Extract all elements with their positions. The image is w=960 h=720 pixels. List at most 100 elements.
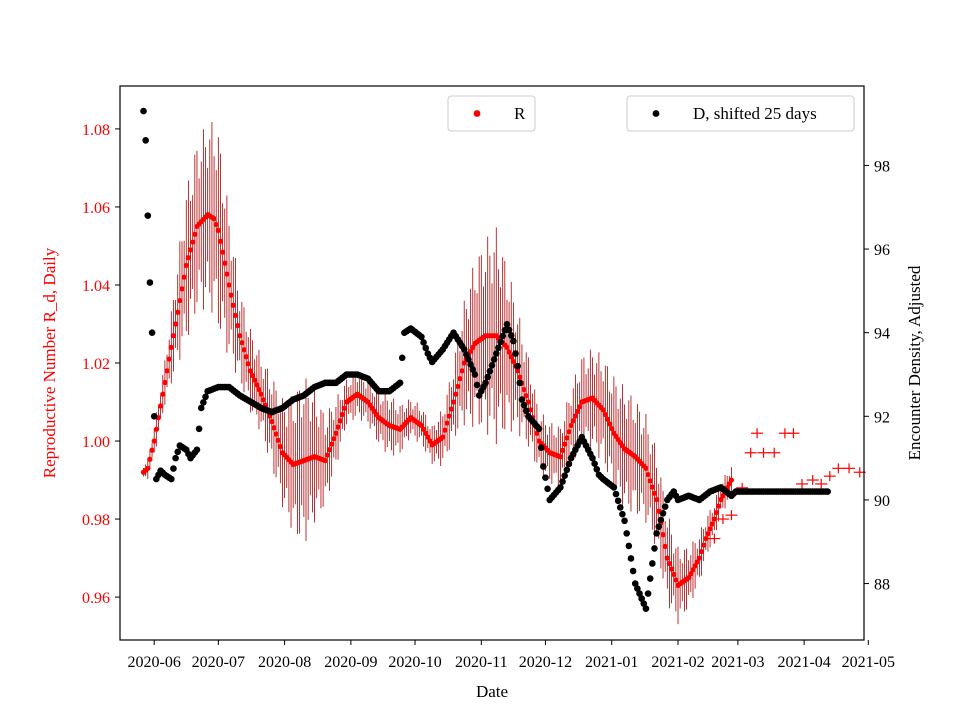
r-point [425, 434, 431, 440]
r-point [703, 535, 709, 542]
d-point [661, 503, 669, 510]
legend-d-box [626, 95, 855, 132]
d-point [200, 399, 207, 406]
r-point [600, 407, 606, 413]
y2-tick-label: 94 [874, 326, 890, 343]
x-tick-label: 2021-04 [777, 654, 830, 671]
y2-tick-label: 96 [874, 242, 890, 259]
d-point [634, 585, 641, 592]
d-point [193, 446, 201, 454]
r-point [331, 436, 337, 442]
d-series [140, 107, 831, 612]
r-point [277, 443, 283, 450]
r-point [418, 422, 425, 429]
r-point [273, 431, 279, 437]
r-point [686, 574, 692, 581]
d-point [520, 401, 528, 409]
r-point [504, 344, 510, 350]
r-point [322, 457, 328, 464]
x-tick-label: 2020-08 [258, 654, 311, 671]
r-point [183, 262, 189, 269]
d-point [144, 212, 152, 219]
r-point [523, 393, 529, 399]
r-point [237, 333, 243, 339]
x-tick-label: 2020-06 [128, 654, 181, 671]
d-point [503, 321, 511, 328]
r-point [515, 368, 521, 374]
d-point [486, 367, 494, 375]
r-point [222, 260, 228, 266]
r-point [654, 496, 660, 503]
r-point [179, 286, 185, 292]
r-point [660, 532, 666, 538]
d-point [627, 555, 635, 562]
r-point [470, 344, 476, 350]
r-point [645, 471, 651, 478]
d-point [473, 381, 481, 389]
r-point [164, 368, 170, 374]
r-point [177, 297, 183, 304]
d-point [422, 344, 430, 352]
d-point [659, 510, 667, 517]
r-point [232, 312, 239, 319]
r-point [444, 420, 450, 426]
y2-tick-label: 98 [874, 158, 890, 175]
r-point [726, 481, 732, 487]
r-point [190, 239, 196, 245]
r-point [718, 496, 724, 503]
d-point [467, 361, 474, 368]
r-point [720, 493, 726, 499]
x-tick-label: 2020-09 [324, 654, 377, 671]
r-point [239, 340, 245, 346]
r-point [440, 434, 446, 440]
r-point [564, 435, 570, 441]
r-point [226, 282, 232, 288]
d-point [593, 465, 601, 473]
r-point [705, 531, 711, 537]
r-point [698, 548, 705, 555]
d-point [542, 474, 549, 481]
r-point [245, 361, 251, 367]
r-point [145, 465, 151, 471]
r-point [172, 321, 179, 327]
r-point [170, 333, 177, 339]
legend-r-box [447, 95, 536, 132]
r-point [602, 411, 608, 418]
x-tick-label: 2021-05 [842, 654, 895, 671]
r-point [668, 566, 675, 572]
r-point [217, 238, 224, 244]
y-tick-label: 1.00 [82, 434, 110, 451]
y2-tick-label: 88 [874, 577, 890, 594]
d-point [482, 379, 489, 387]
r-point [252, 377, 258, 383]
r-point [711, 516, 717, 522]
r-point [692, 563, 698, 569]
r-point [453, 391, 459, 397]
r-point [566, 429, 572, 435]
d-point [469, 366, 477, 373]
d-point [625, 542, 633, 550]
d-point [621, 517, 628, 525]
d-point [140, 107, 147, 115]
d-point [824, 488, 831, 495]
r-point [666, 560, 673, 567]
r-point [166, 356, 172, 362]
r-point [153, 426, 159, 432]
r-point [701, 542, 707, 548]
r-point [427, 438, 433, 444]
y-tick-label: 1.04 [82, 278, 110, 295]
x-tick-label: 2020-11 [455, 654, 508, 671]
d-point [505, 326, 513, 334]
r-point [664, 555, 670, 561]
legend-d-marker [652, 110, 660, 117]
r-point [335, 424, 341, 430]
d-point [563, 466, 571, 474]
x-tick-label: 2021-03 [711, 654, 764, 671]
r-point [341, 405, 348, 411]
x-tick-label: 2020-12 [519, 654, 572, 671]
d-point [148, 329, 156, 336]
r-point [455, 383, 461, 390]
d-point [591, 460, 598, 467]
d-point [170, 465, 177, 472]
r-point [168, 344, 174, 350]
